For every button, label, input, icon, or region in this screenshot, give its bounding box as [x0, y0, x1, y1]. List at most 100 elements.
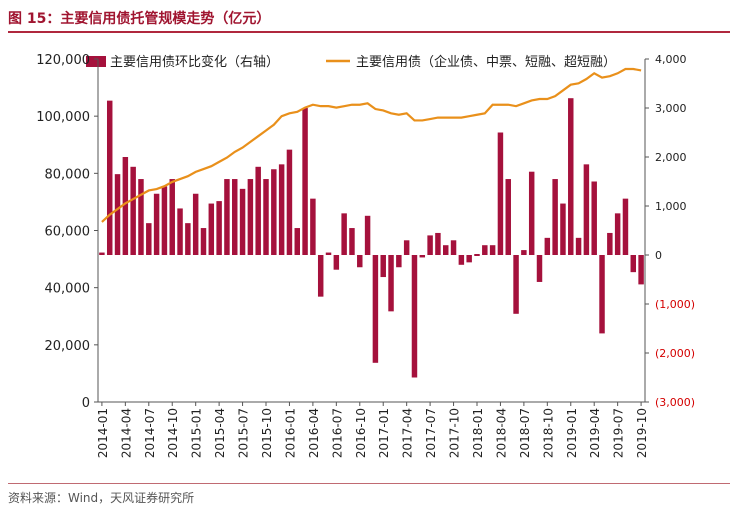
bar-2016-10 [357, 255, 363, 268]
bar-2015-07 [239, 188, 246, 255]
bar-2017-04 [403, 240, 410, 255]
bar-2016-04 [310, 198, 316, 255]
x-tick-label: 2014-07 [143, 408, 157, 458]
x-tick-label: 2015-01 [190, 408, 204, 458]
x-tick-label: 2017-10 [448, 408, 462, 458]
x-tick-label: 2019-07 [612, 408, 626, 458]
left-tick-label: 100,000 [36, 110, 90, 125]
bar-2019-03 [583, 164, 590, 255]
bar-2016-11 [364, 215, 371, 255]
bar-2016-09 [349, 228, 355, 255]
bar-2019-02 [575, 237, 582, 255]
bar-2017-05 [411, 255, 418, 378]
bar-2016-05 [317, 255, 324, 297]
bar-2014-08 [153, 193, 160, 255]
bar-2017-07 [427, 235, 433, 255]
bar-2019-06 [607, 232, 613, 255]
x-tick-label: 2016-10 [354, 408, 368, 458]
bar-2014-05 [130, 166, 136, 255]
footer-rule [8, 483, 730, 484]
bar-2016-03 [302, 108, 308, 255]
x-tick-label: 2017-01 [377, 408, 391, 458]
bar-2014-01 [99, 252, 105, 255]
bar-2019-05 [599, 255, 605, 334]
bar-2015-04 [216, 201, 222, 255]
x-tick-label: 2019-10 [635, 408, 649, 458]
legend-bar-label: 主要信用债环比变化（右轴） [110, 54, 279, 70]
bar-2014-03 [114, 174, 121, 255]
bar-2019-10 [638, 255, 644, 285]
x-tick-label: 2016-04 [307, 408, 321, 458]
bar-2018-01 [474, 254, 480, 256]
bar-2014-09 [161, 186, 168, 255]
bar-2018-12 [560, 203, 566, 255]
left-tick-label: 80,000 [45, 167, 91, 182]
bar-2018-11 [552, 179, 558, 255]
bar-2014-04 [122, 157, 129, 255]
x-axis-ticks: 2014-01 2014-04 2014-07 2014-10 2015-01 2015-… [96, 402, 649, 458]
bar-2017-02 [388, 255, 394, 312]
x-tick-label: 2014-01 [96, 408, 110, 458]
x-tick-label: 2017-07 [424, 408, 438, 458]
bar-2019-08 [622, 198, 629, 255]
bar-2019-09 [630, 255, 637, 273]
bar-2014-12 [185, 223, 191, 255]
bar-2017-09 [443, 245, 449, 255]
bar-2016-08 [341, 213, 347, 255]
bar-2018-03 [489, 245, 496, 255]
bar-2018-10 [544, 237, 551, 255]
right-tick-label: 0 [655, 249, 662, 262]
bar-2014-07 [146, 223, 152, 255]
bar-2017-08 [435, 232, 441, 255]
legend-bar-swatch [86, 56, 106, 67]
chart-legend: 主要信用债环比变化（右轴） 主要信用债（企业债、中票、短融、超短融） [86, 54, 616, 70]
bar-2018-09 [536, 255, 543, 282]
bar-2018-02 [482, 245, 488, 255]
right-tick-label: (1,000) [655, 298, 695, 311]
line-credit-bond-balance [101, 67, 642, 223]
bar-2014-10 [169, 179, 175, 255]
bar-2015-12 [278, 164, 285, 255]
bar-2015-06 [232, 179, 238, 255]
bar-2015-10 [263, 179, 269, 255]
bar-2015-03 [208, 203, 215, 255]
bar-2019-04 [591, 181, 597, 255]
right-tick-label: 2,000 [655, 151, 687, 164]
left-tick-label: 20,000 [45, 339, 91, 354]
bar-2014-11 [177, 208, 183, 255]
bar-2015-01 [192, 193, 199, 255]
left-tick-label: 0 [82, 396, 90, 411]
x-tick-label: 2015-10 [260, 408, 274, 458]
bar-2018-08 [528, 171, 535, 255]
x-tick-label: 2014-10 [166, 408, 180, 458]
bar-2016-12 [372, 255, 379, 363]
x-tick-label: 2016-07 [330, 408, 344, 458]
left-tick-label: 40,000 [45, 282, 91, 297]
bar-2018-07 [521, 250, 527, 255]
x-tick-label: 2017-04 [401, 408, 415, 458]
left-axis-ticks: 0 20,000 40,000 60,000 80,000 100,000 120,000 [36, 53, 98, 411]
line-series [101, 67, 642, 223]
x-tick-label: 2018-01 [471, 408, 485, 458]
bar-2016-06 [325, 252, 332, 255]
credit-bond-custody-chart: 主要信用债环比变化（右轴） 主要信用债（企业债、中票、短融、超短融） 0 20,0… [36, 53, 695, 458]
right-tick-label: (3,000) [655, 396, 695, 409]
bar-2019-01 [568, 98, 574, 255]
x-tick-label: 2018-10 [541, 408, 555, 458]
bar-2017-11 [458, 255, 465, 265]
right-tick-label: 3,000 [655, 102, 687, 115]
x-tick-label: 2018-07 [518, 408, 532, 458]
x-tick-label: 2015-04 [213, 408, 227, 458]
bar-2015-11 [271, 169, 277, 255]
x-tick-label: 2019-04 [588, 408, 602, 458]
figure-title: 图 15：主要信用债托管规模走势（亿元） [8, 11, 271, 27]
bar-2015-08 [247, 179, 254, 255]
bar-2017-03 [396, 255, 402, 268]
left-tick-label: 60,000 [45, 225, 91, 240]
bar-2017-12 [466, 255, 472, 263]
right-axis-ticks: (3,000) (2,000) (1,000) 0 1,000 2,000 3,000 4,0… [645, 53, 695, 409]
x-tick-label: 2019-01 [565, 408, 579, 458]
bar-2018-04 [497, 132, 504, 255]
right-tick-label: 1,000 [655, 200, 687, 213]
bar-2017-01 [380, 255, 386, 278]
